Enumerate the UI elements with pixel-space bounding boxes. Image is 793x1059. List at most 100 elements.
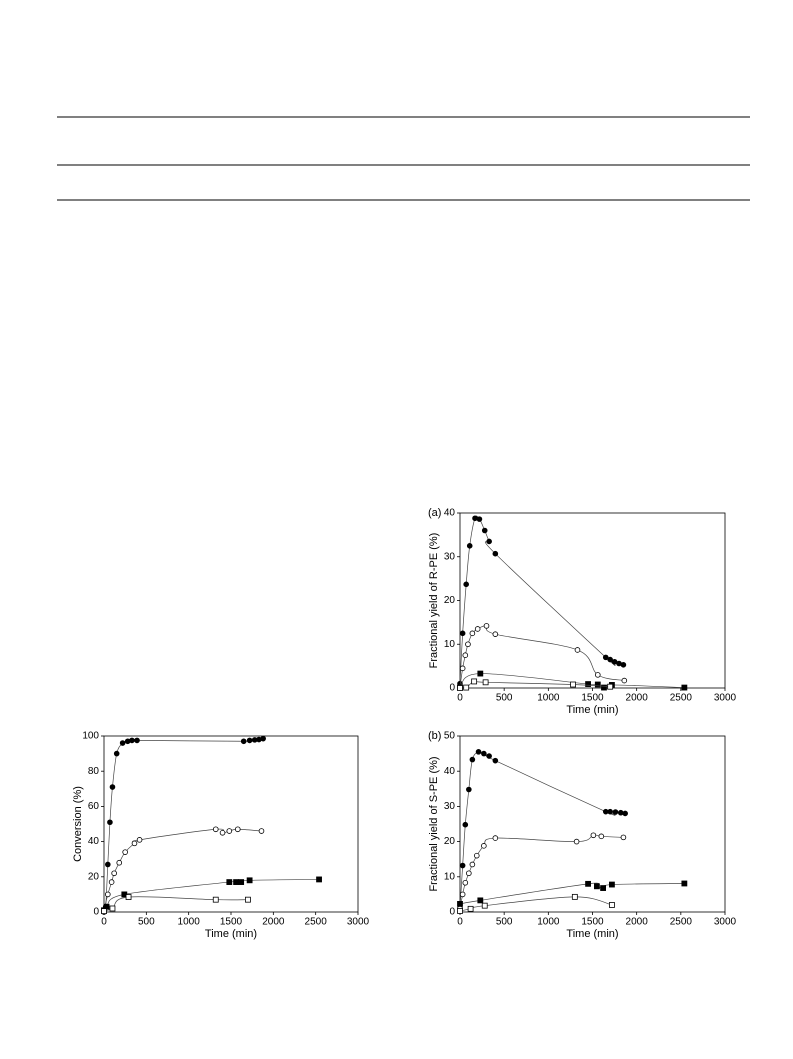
y-tick-label: 0 [93, 907, 99, 918]
data-point [463, 684, 470, 691]
series-line [103, 896, 248, 912]
data-point [465, 641, 471, 648]
data-point [245, 896, 251, 903]
data-point [129, 737, 135, 744]
panel-label: (b) [428, 730, 441, 742]
data-point [609, 902, 615, 908]
data-point [607, 656, 613, 663]
plot-frame [459, 512, 726, 689]
series-line [459, 751, 626, 909]
data-point [594, 681, 601, 688]
data-point [111, 870, 117, 877]
data-point [486, 538, 492, 545]
data-point [607, 683, 614, 690]
y-tick-label: 30 [444, 801, 456, 812]
y-tick-label: 0 [449, 907, 455, 918]
data-point [125, 894, 132, 900]
y-tick-label: 80 [88, 766, 100, 777]
x-tick-label: 1000 [178, 917, 201, 928]
data-point [574, 647, 581, 653]
panel-label: (a) [428, 507, 441, 519]
data-point [459, 862, 466, 869]
data-point [212, 826, 219, 833]
data-point [462, 821, 469, 828]
y-tick-label: 100 [82, 731, 99, 742]
x-axis-label: Time (min) [566, 704, 618, 716]
x-tick-label: 1500 [581, 917, 604, 928]
y-tick-label: 0 [449, 683, 455, 694]
data-point [109, 784, 116, 790]
y-tick-label: 10 [444, 639, 456, 650]
data-point [116, 859, 123, 866]
data-point [131, 840, 138, 847]
data-point [594, 883, 600, 890]
data-point [471, 678, 478, 685]
data-point [226, 828, 233, 834]
data-point [466, 543, 473, 549]
data-point [467, 905, 474, 912]
x-tick-label: 500 [496, 917, 513, 928]
data-point [459, 630, 466, 637]
data-point [316, 876, 322, 883]
data-point [119, 740, 126, 746]
data-point [108, 879, 115, 885]
data-point [621, 677, 628, 684]
data-point [462, 652, 469, 658]
data-point [590, 832, 597, 839]
x-tick-label: 3000 [714, 917, 737, 928]
y-tick-label: 50 [444, 731, 456, 742]
data-point [105, 891, 111, 898]
y-axis-label: Fractional yield of S-PE (%) [428, 756, 440, 891]
data-point [477, 897, 484, 904]
x-tick-label: 2000 [626, 693, 649, 704]
y-tick-label: 60 [88, 801, 100, 812]
x-tick-label: 3000 [714, 693, 737, 704]
x-tick-label: 2500 [305, 917, 328, 928]
data-point [246, 737, 253, 744]
data-point [219, 829, 226, 836]
data-point [258, 828, 265, 834]
data-point [472, 515, 478, 522]
data-point [457, 685, 463, 691]
x-tick-label: 1000 [537, 693, 560, 704]
data-point [598, 833, 605, 840]
x-tick-label: 3000 [347, 917, 370, 928]
data-point [620, 834, 627, 841]
data-point [475, 749, 482, 755]
data-point [466, 786, 472, 793]
data-point [492, 631, 499, 637]
series-line [103, 738, 264, 913]
series-line [459, 515, 624, 684]
data-point [476, 516, 483, 522]
data-point [459, 891, 466, 898]
x-tick-label: 2000 [626, 917, 649, 928]
data-point [113, 750, 120, 757]
x-tick-label: 500 [496, 693, 513, 704]
data-point [481, 843, 487, 849]
data-point [457, 908, 463, 914]
data-point [602, 654, 609, 661]
data-point [492, 835, 499, 841]
y-axis-label: Fractional yield of R-PE (%) [428, 533, 440, 669]
x-tick-label: 2000 [262, 917, 285, 928]
data-point [109, 905, 116, 912]
data-point [469, 861, 476, 868]
series-line [103, 879, 320, 911]
data-point [600, 885, 606, 891]
data-point [134, 737, 140, 744]
data-point [105, 861, 111, 868]
x-tick-label: 2500 [670, 693, 693, 704]
y-tick-label: 20 [444, 595, 456, 606]
y-tick-label: 10 [444, 871, 456, 882]
x-tick-label: 2500 [670, 917, 693, 928]
data-point [462, 879, 469, 886]
data-point [681, 880, 688, 887]
x-tick-label: 0 [101, 917, 107, 928]
data-point [483, 623, 490, 629]
series-line [459, 882, 685, 905]
data-point [681, 684, 688, 691]
data-point [260, 735, 266, 742]
data-point [481, 750, 487, 757]
data-point [122, 849, 128, 855]
